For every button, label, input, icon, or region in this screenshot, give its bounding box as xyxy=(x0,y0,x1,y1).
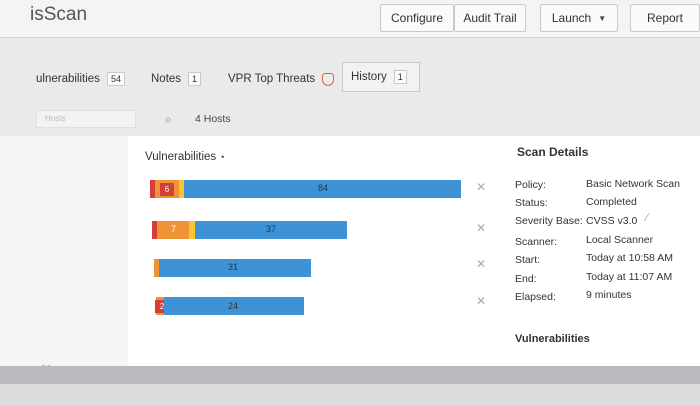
close-icon[interactable]: ✕ xyxy=(476,294,487,308)
caret-down-icon: ▼ xyxy=(598,13,607,23)
high-segment xyxy=(154,259,159,277)
sort-dot-icon: • xyxy=(221,152,225,162)
severity-base-value: CVSS v3.0 xyxy=(586,215,638,227)
close-icon[interactable]: ✕ xyxy=(476,180,487,194)
left-strip xyxy=(0,136,128,366)
info-segment xyxy=(195,221,347,239)
info-segment xyxy=(164,297,304,315)
launch-button[interactable]: Launch ▼ xyxy=(540,4,618,32)
status-label: Status: xyxy=(515,197,548,209)
status-value: Completed xyxy=(586,196,637,208)
close-icon[interactable]: ✕ xyxy=(476,257,487,271)
tab-label: VPR Top Threats xyxy=(228,73,316,85)
tab-vpr-top-threats[interactable]: VPR Top Threats xyxy=(220,66,342,92)
app-title: isScan xyxy=(30,4,88,25)
host-row[interactable]: 2 24 ✕ xyxy=(0,294,700,317)
host-row[interactable]: 7 37 ✕ xyxy=(0,221,700,241)
audit-trail-button[interactable]: Audit Trail xyxy=(454,4,526,32)
host-row[interactable]: 31 ✕ xyxy=(0,257,700,279)
tab-label: Notes xyxy=(151,73,182,85)
bottom-strip xyxy=(0,384,700,405)
policy-label: Policy: xyxy=(515,179,546,191)
elapsed-label: Elapsed: xyxy=(515,291,556,303)
top-bar: isScan Configure Audit Trail Launch ▼ Re… xyxy=(0,0,700,38)
shield-icon xyxy=(322,72,335,86)
main-panel xyxy=(128,136,700,366)
close-icon[interactable]: ✕ xyxy=(476,221,487,235)
configure-button[interactable]: Configure xyxy=(380,4,454,32)
info-count: 31 xyxy=(228,262,239,272)
host-row[interactable]: 6 84 ✕ xyxy=(0,180,700,200)
end-label: End: xyxy=(515,273,537,285)
info-count: 84 xyxy=(318,183,329,193)
hosts-count: 4 Hosts xyxy=(195,113,231,125)
vulnerabilities-header[interactable]: Vulnerabilities • xyxy=(145,151,224,163)
info-segment xyxy=(159,259,311,277)
medium-segment xyxy=(189,221,195,239)
tab-count: 54 xyxy=(106,72,125,86)
start-value: Today at 10:58 AM xyxy=(586,252,673,264)
vulnerabilities-section-title: Vulnerabilities xyxy=(515,333,590,345)
elapsed-value: 9 minutes xyxy=(586,289,632,301)
bottom-bar xyxy=(0,366,700,384)
medium-segment xyxy=(179,180,184,198)
start-label: Start: xyxy=(515,254,541,266)
end-value: Today at 11:07 AM xyxy=(586,271,673,283)
report-button[interactable]: Report xyxy=(630,4,700,32)
scan-details-title: Scan Details xyxy=(517,145,589,159)
critical-segment xyxy=(150,180,155,198)
tab-vulnerabilities[interactable]: ulnerabilities 54 xyxy=(28,66,133,92)
critical-segment xyxy=(152,221,157,239)
critical-count: 6 xyxy=(160,183,174,196)
tab-label: History xyxy=(351,71,387,83)
tabs-row: ulnerabilities 54 Notes 1 VPR Top Threat… xyxy=(0,58,700,98)
scanner-label: Scanner: xyxy=(515,236,558,248)
high-segment xyxy=(157,221,189,239)
filter-row: Hosts ⌕ 4 Hosts xyxy=(0,106,700,132)
tab-count: 1 xyxy=(393,70,407,84)
tab-count: 1 xyxy=(188,72,202,86)
launch-label: Launch xyxy=(551,11,592,25)
info-count: 37 xyxy=(266,224,277,234)
tab-label: ulnerabilities xyxy=(36,73,100,85)
info-count: 24 xyxy=(228,301,239,311)
scanner-value: Local Scanner xyxy=(586,234,654,246)
tab-history[interactable]: History 1 xyxy=(342,62,420,92)
vulnerabilities-header-label: Vulnerabilities xyxy=(145,151,217,163)
info-segment xyxy=(184,180,461,198)
severity-base-label: Severity Base: xyxy=(515,215,583,227)
policy-value: Basic Network Scan xyxy=(586,178,680,190)
hosts-filter-input[interactable]: Hosts xyxy=(36,110,136,128)
search-icon[interactable]: ⌕ xyxy=(165,112,172,126)
high-count: 7 xyxy=(171,224,177,234)
tab-notes[interactable]: Notes 1 xyxy=(143,66,209,92)
edit-icon[interactable]: ⁄ xyxy=(646,212,648,224)
